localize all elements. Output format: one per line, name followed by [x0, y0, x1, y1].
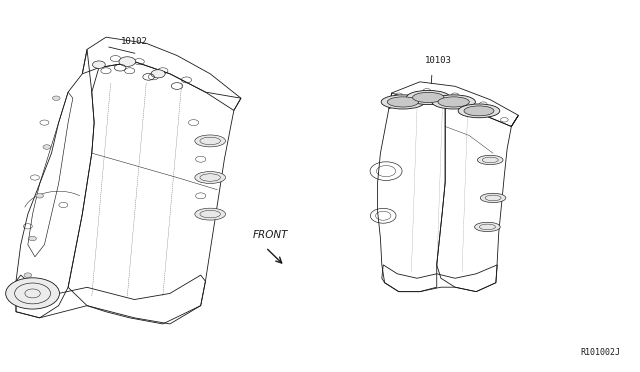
- Text: 10103: 10103: [425, 56, 452, 65]
- Ellipse shape: [464, 106, 494, 116]
- Ellipse shape: [475, 222, 500, 231]
- Ellipse shape: [480, 193, 506, 202]
- Ellipse shape: [195, 135, 225, 147]
- Circle shape: [52, 96, 60, 100]
- Circle shape: [29, 236, 36, 241]
- Ellipse shape: [458, 104, 500, 118]
- Ellipse shape: [438, 97, 469, 107]
- Ellipse shape: [195, 171, 225, 183]
- Text: FRONT: FRONT: [253, 230, 288, 240]
- Text: R101002J: R101002J: [581, 348, 621, 357]
- Ellipse shape: [387, 97, 419, 107]
- Ellipse shape: [381, 95, 425, 109]
- Text: 10102: 10102: [121, 38, 148, 46]
- Circle shape: [43, 145, 51, 149]
- Ellipse shape: [432, 95, 476, 109]
- Ellipse shape: [406, 90, 450, 105]
- Ellipse shape: [195, 208, 225, 220]
- Ellipse shape: [477, 155, 503, 164]
- Circle shape: [151, 70, 165, 78]
- Ellipse shape: [413, 92, 444, 103]
- Circle shape: [36, 193, 44, 198]
- Circle shape: [92, 61, 105, 68]
- Circle shape: [24, 273, 31, 278]
- Circle shape: [119, 57, 136, 67]
- Circle shape: [6, 278, 60, 309]
